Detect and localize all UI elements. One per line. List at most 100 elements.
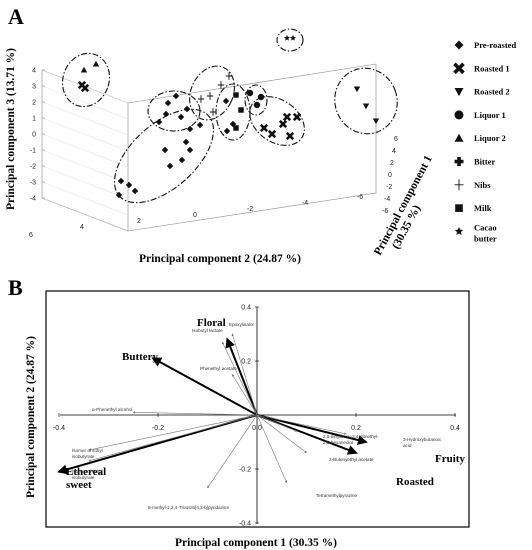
panel-a-point [285,131,295,141]
panel-a-gridline [41,197,129,232]
panel-b-frame [45,290,470,528]
panel-a-point [196,121,204,129]
legend-label: Pre-roasted [474,40,516,50]
triangle-up-icon [454,133,464,142]
vector-arrow [222,341,258,416]
panel-a-point [183,105,191,113]
panel-b-ticks: -0.4 -0.2 0.0 0.2 0.4 -0.4 -0.2 0.2 0.4 [53,305,460,528]
panel-b-xtick: 0.4 [450,425,460,432]
panel-a-xtick: -4 [302,200,308,207]
panel-a-point [131,187,139,195]
legend-item-milk: Milk [455,203,492,213]
panel-a-xlabel: Principal component 2 (24.87 %) [139,253,301,265]
panel-a-point [267,129,277,139]
legend-label: Milk [474,203,492,213]
panel-b-xtick: -0.4 [53,425,65,432]
panel-a-ztick: 2 [390,160,394,167]
plus-bold-icon [454,157,464,166]
legend-label: Bitter [474,157,495,167]
legend-item-bitter: Bitter [454,157,495,167]
panel-a-point [292,112,302,122]
vector-arrow [256,414,307,454]
ellipse-pre-roasted-bottom [113,108,215,204]
panel-a-point [238,107,244,113]
panel-a-gridline [41,117,129,152]
vector-arrow [88,414,258,462]
panel-a-point [217,81,225,89]
panel-a-point [117,177,125,185]
panel-a-ytick: 1 [32,116,36,123]
panel-a-point [259,123,269,133]
vector-arrow [256,414,358,455]
panel-a-point [253,101,261,109]
panel-a-ztick: 4 [392,148,396,155]
vector-arrow [256,414,298,432]
panel-a-label: A [8,4,24,29]
panel-a-gridline [41,101,129,136]
ellipse-cacao-butter [276,28,304,52]
legend-item-roasted-2: Roasted 2 [454,87,510,97]
panel-a-point [362,103,370,110]
panel-a-gridline [41,165,129,200]
diamond-icon [454,40,464,50]
panel-a-point [125,181,133,189]
ellipse-milk [215,83,251,141]
plus-thin-icon [454,179,464,191]
vector-label: Fruity [435,453,465,465]
ellipse-liquor-2 [61,52,111,108]
panel-a-point [222,97,230,105]
vector-label: 8-methyl-1,2,4-Triazolo[4,3-b]pyridazine [148,505,229,510]
panel-a-point [92,60,100,67]
panel-a-ytick: 0 [32,132,36,139]
vector-arrow [256,414,347,435]
panel-a-ztick: 6 [394,136,398,143]
panel-a-point [182,138,190,146]
legend-item-pre-roasted: Pre-roasted [454,40,516,50]
panel-a-xtick: 2 [137,218,141,225]
legend-label: Roasted 2 [474,87,510,97]
circle-icon [454,110,464,120]
panel-a-point [223,127,231,135]
vector-arrow [151,357,258,416]
panel-a-xtick: -2 [247,206,253,213]
panel-a-xtick: 6 [29,232,33,239]
panel-b-biplot: -0.4 -0.2 0.0 0.2 0.4 -0.4 -0.2 0.2 0.4 Floral Bu… [25,290,470,549]
panel-a-point [162,110,170,118]
ellipse-roasted-2 [334,67,398,135]
panel-a-point [289,34,297,41]
vector-label: Isomer of Ethyl isobutyrate [72,469,103,480]
triangle-down-icon [454,88,464,97]
panel-a-point [257,93,265,101]
panel-a-point [209,108,217,116]
vector-label: Roasted [396,476,434,488]
panel-a-y-ticks: -4 -3 -2 -1 0 1 2 3 4 [30,68,45,203]
vector-arrow [225,337,258,416]
panel-a-point [164,99,172,107]
vector-label: 2-Butenyethyl acetate [329,457,374,462]
panel-b-xtick: 0.0 [252,425,262,432]
legend-label: Liquor 1 [474,110,506,120]
vector-arrow [207,414,258,489]
vector-arrow [132,411,258,416]
panel-a-legend: Pre-roasted Roasted 1 Roasted 2 Liquor 1 Liq… [453,40,516,243]
panel-b-xtick: 0.2 [351,425,361,432]
panel-a-xtick: 0 [193,212,197,219]
panel-a-x-ticks: 6 4 2 0 -2 -4 -6 [29,194,363,239]
vector-label: α-Phenethyl alcohol [92,407,132,412]
vector-arrow [88,414,258,451]
square-icon [455,204,463,212]
panel-b-ylabel: Principal component 2 (24.87 %) [25,336,37,498]
panel-b-xtick: -0.2 [152,425,164,432]
panel-a-point [178,156,186,164]
panel-a-gridline [41,149,129,184]
panel-b-label: B [8,275,23,300]
panel-a-point [166,162,174,170]
vector-label: Epoxylinalol [229,322,254,327]
legend-label: Liquor 2 [474,133,506,143]
vector-label: 3-Hydroxybutanoic acid [403,437,442,448]
panel-a-point [197,95,205,103]
panel-a-ytick: -4 [30,196,36,203]
vector-arrow [57,414,258,475]
panel-a-point [225,72,233,80]
